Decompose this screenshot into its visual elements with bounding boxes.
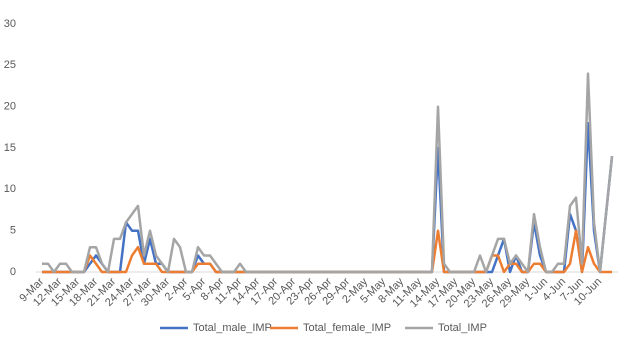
series-line [42,121,614,274]
legend-label: Total_female_IMP [303,322,391,334]
y-tick-label: 30 [4,18,16,30]
legend-label: Total_male_IMP [193,322,272,334]
legend-label: Total_IMP [438,322,487,334]
y-tick-label: 10 [4,183,16,195]
series-line [42,229,612,274]
y-tick-label: 20 [4,101,16,113]
y-tick-label: 25 [4,59,16,71]
y-tick-label: 0 [10,266,16,278]
series-line [42,72,614,274]
y-tick-label: 5 [10,225,16,237]
y-tick-label: 15 [4,142,16,154]
